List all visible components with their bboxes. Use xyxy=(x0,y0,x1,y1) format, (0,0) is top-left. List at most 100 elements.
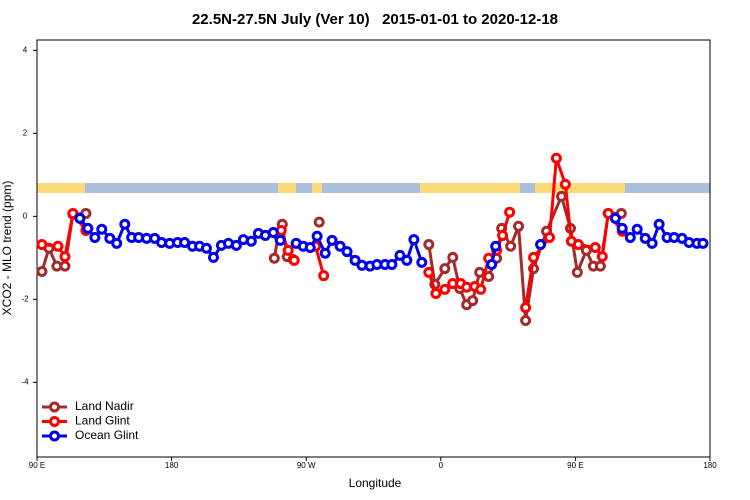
y-axis-label: XCO2 - MLO trend (ppm) xyxy=(0,181,14,316)
data-point xyxy=(474,266,486,278)
data-point xyxy=(572,239,584,251)
data-point xyxy=(447,251,459,263)
data-point xyxy=(520,314,532,326)
data-point xyxy=(602,207,614,219)
data-point xyxy=(334,240,346,252)
y-tick-label: -2 xyxy=(21,294,29,303)
data-point xyxy=(59,260,71,272)
legend-label: Ocean Glint xyxy=(75,428,139,442)
data-point xyxy=(697,237,709,249)
data-point xyxy=(559,178,571,190)
x-tick-label: 90 W xyxy=(297,461,316,470)
data-point xyxy=(207,251,219,263)
y-tick-label: 2 xyxy=(23,128,28,137)
data-point xyxy=(639,232,651,244)
land-strip xyxy=(278,183,296,193)
data-point xyxy=(319,247,331,259)
data-point xyxy=(497,229,509,241)
data-point xyxy=(520,302,532,314)
data-point xyxy=(74,212,86,224)
data-point xyxy=(36,239,48,251)
data-point xyxy=(111,237,123,249)
data-point xyxy=(513,220,525,232)
data-point xyxy=(631,223,643,235)
data-point xyxy=(550,152,562,164)
x-tick-label: 90 E xyxy=(29,461,45,470)
land-ocean-strip xyxy=(37,183,710,193)
data-point xyxy=(394,249,406,261)
data-point xyxy=(505,240,517,252)
data-point xyxy=(59,251,71,263)
data-point xyxy=(386,258,398,270)
data-point xyxy=(467,295,479,307)
ocean-strip xyxy=(37,183,710,193)
data-point xyxy=(200,242,212,254)
data-point xyxy=(268,252,280,264)
data-point xyxy=(318,270,330,282)
data-point xyxy=(230,239,242,251)
x-tick-label: 0 xyxy=(439,461,444,470)
data-point xyxy=(36,266,48,278)
data-point xyxy=(430,288,442,300)
data-point xyxy=(439,283,451,295)
data-point xyxy=(274,234,286,246)
data-point xyxy=(596,251,608,263)
data-point xyxy=(341,246,353,258)
data-point xyxy=(349,254,361,266)
data-point xyxy=(528,251,540,263)
y-tick-label: 0 xyxy=(23,211,28,220)
data-point xyxy=(423,239,435,251)
x-tick-label: 180 xyxy=(703,461,717,470)
plot-frame xyxy=(36,39,711,458)
data-point xyxy=(267,227,279,239)
land-strip xyxy=(420,183,520,193)
x-tick-label: 180 xyxy=(165,461,179,470)
data-point xyxy=(555,190,567,202)
data-point xyxy=(624,232,636,244)
data-point xyxy=(82,222,94,234)
y-tick-label: -4 xyxy=(21,377,29,386)
legend-label: Land Glint xyxy=(75,414,130,428)
data-point xyxy=(475,283,487,295)
data-point xyxy=(571,266,583,278)
data-point xyxy=(544,232,556,244)
x-axis-label: Longitude xyxy=(349,476,402,490)
data-point xyxy=(408,234,420,246)
data-point xyxy=(119,218,131,230)
data-point xyxy=(304,241,316,253)
land-strip xyxy=(312,183,322,193)
data-point xyxy=(245,235,257,247)
chart-title: 22.5N-27.5N July (Ver 10) 2015-01-01 to … xyxy=(192,11,558,28)
data-point xyxy=(609,212,621,224)
data-point xyxy=(653,218,665,230)
data-point xyxy=(646,237,658,249)
legend-marker xyxy=(49,430,60,442)
data-point xyxy=(589,241,601,253)
data-point xyxy=(423,266,435,278)
data-point xyxy=(486,258,498,270)
data-point xyxy=(52,240,64,252)
data-point xyxy=(401,254,413,266)
data-point xyxy=(490,240,502,252)
data-point xyxy=(311,230,323,242)
y-tick-label: 4 xyxy=(23,45,28,54)
data-point xyxy=(89,232,101,244)
data-point xyxy=(67,207,79,219)
x-tick-label: 90 E xyxy=(567,461,583,470)
data-point xyxy=(439,263,451,275)
land-strip xyxy=(535,183,625,193)
data-point xyxy=(288,254,300,266)
data-point xyxy=(616,222,628,234)
data-point xyxy=(96,223,108,235)
data-point xyxy=(416,256,428,268)
legend-marker xyxy=(49,416,60,427)
legend-marker xyxy=(49,401,60,413)
data-point xyxy=(594,260,606,272)
data-point xyxy=(535,239,547,251)
data-point xyxy=(282,244,294,256)
data-point xyxy=(504,206,516,218)
land-strip xyxy=(37,183,85,193)
